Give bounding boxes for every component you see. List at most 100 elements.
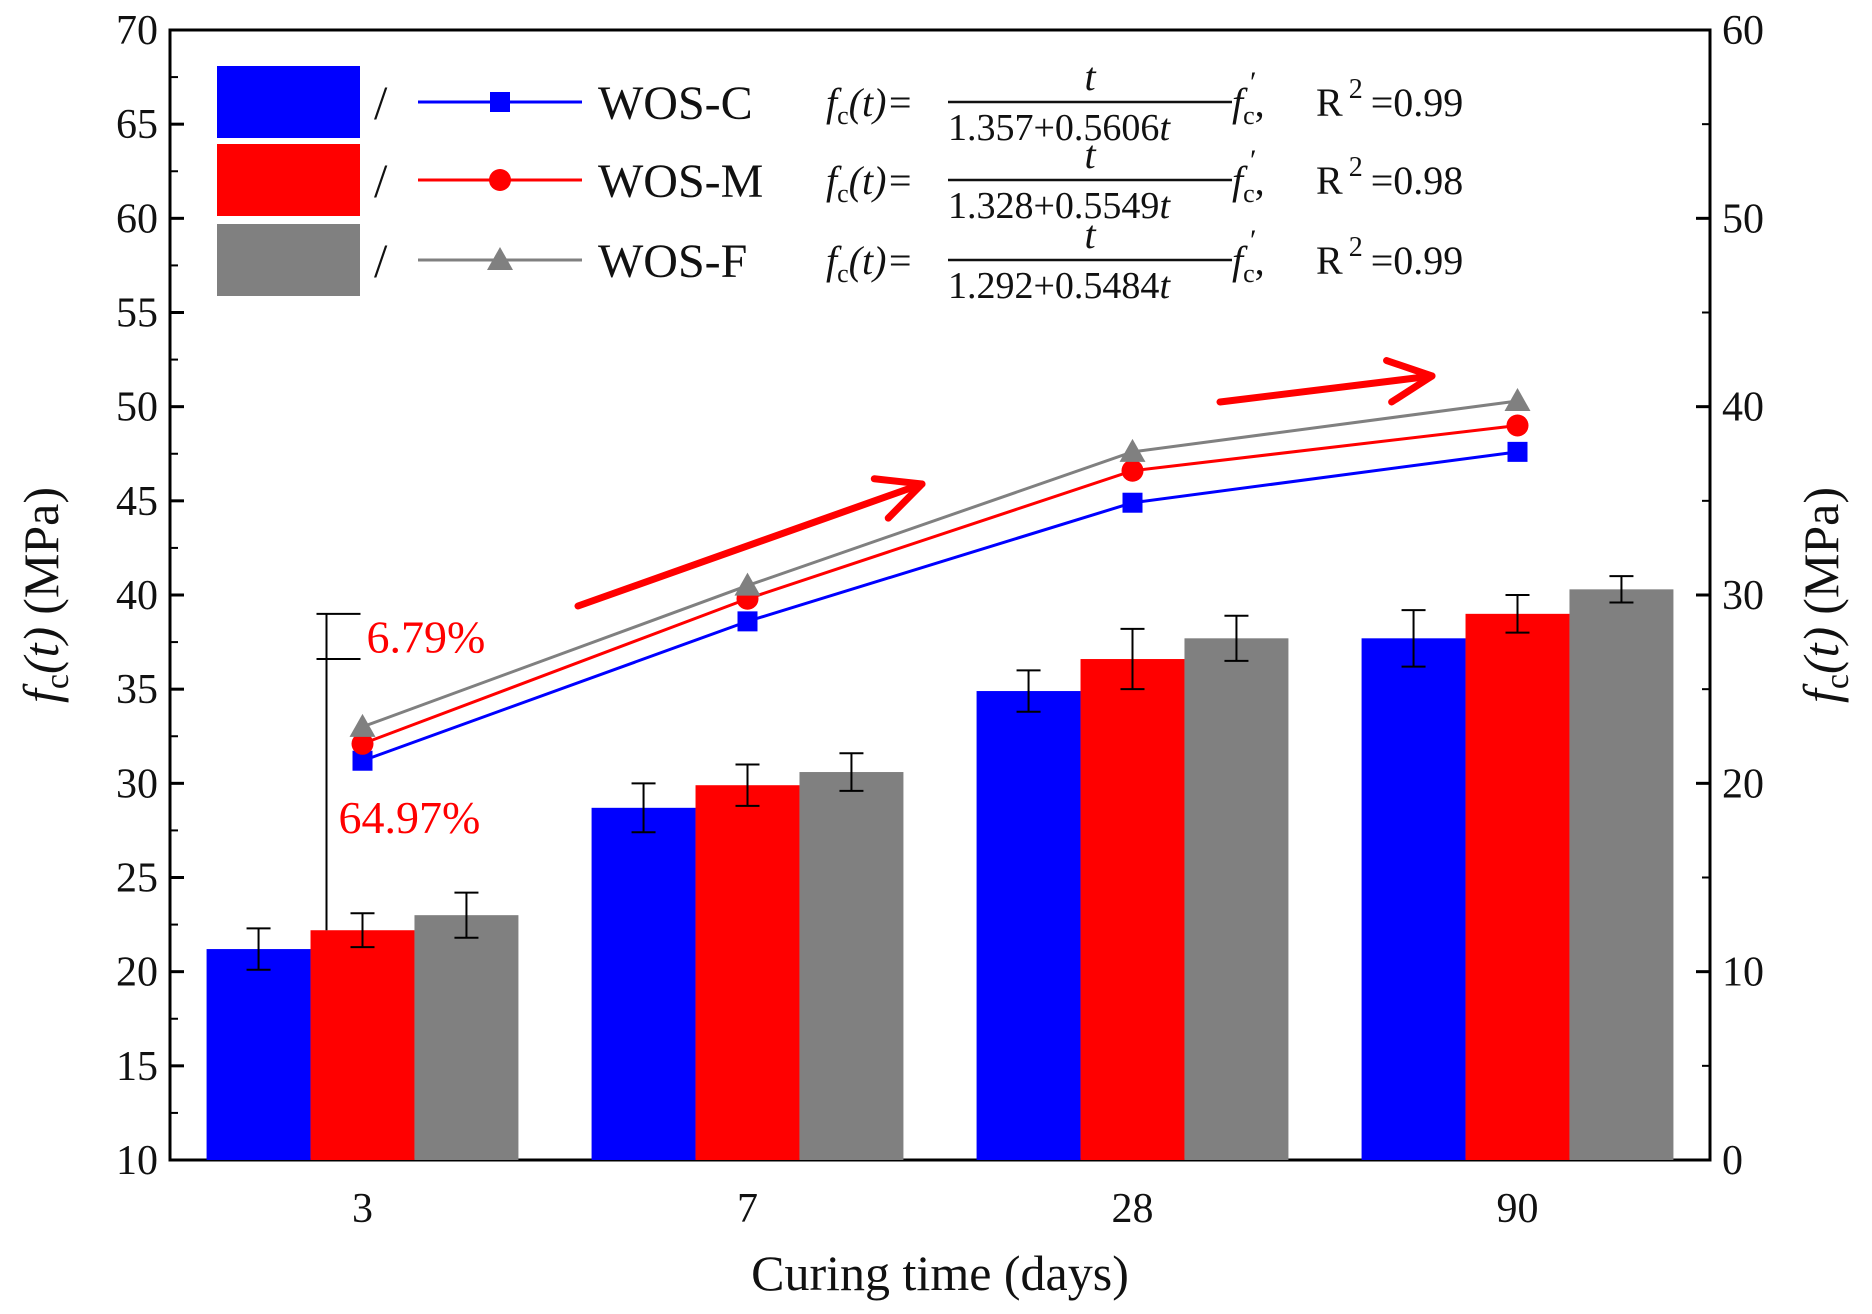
- legend-series-name: WOS-F: [598, 235, 747, 288]
- left-tick-label: 65: [116, 102, 158, 148]
- left-tick-label: 55: [116, 291, 158, 337]
- left-axis-title-sub: c: [39, 674, 76, 689]
- left-tick-label: 15: [116, 1044, 158, 1090]
- left-tick-label: 50: [116, 385, 158, 431]
- bar: [695, 785, 800, 1160]
- right-tick-label: 20: [1722, 761, 1764, 807]
- line-marker: [352, 750, 373, 771]
- left-tick-label: 20: [116, 950, 158, 996]
- legend-r2: R 2 =0.99: [1316, 232, 1463, 283]
- legend-bar-swatch: [217, 66, 360, 138]
- left-tick-label: 45: [116, 479, 158, 525]
- trend-arrow-shaft: [574, 480, 926, 610]
- pct-lower-label: 64.97%: [339, 792, 481, 843]
- series-line: [361, 450, 1518, 763]
- legend-series-name: WOS-M: [598, 155, 763, 208]
- left-tick-label: 40: [116, 573, 158, 619]
- left-tick-label: 25: [116, 856, 158, 902]
- legend-r2: R 2 =0.99: [1316, 74, 1463, 125]
- series-line: [361, 399, 1518, 729]
- annotations: 6.79% 64.97%: [316, 357, 1436, 931]
- trend-arrow-head: [1383, 357, 1436, 406]
- right-axis: 0 10 20 30 40 50 60: [1696, 8, 1764, 1184]
- legend-formula-tail: fc,: [1232, 238, 1265, 288]
- right-tick-label: 40: [1722, 385, 1764, 431]
- bar: [310, 930, 415, 1160]
- legend-formula-lhs: fc(t)=: [826, 238, 913, 288]
- legend-formula-tail: fc,: [1232, 158, 1265, 208]
- right-tick-label: 0: [1722, 1138, 1743, 1184]
- legend-formula-denominator: 1.357+0.5606t: [948, 107, 1171, 149]
- legend-formula-denominator: 1.328+0.5549t: [948, 185, 1171, 227]
- right-tick-label: 50: [1722, 196, 1764, 242]
- right-axis-title: fc(t)(MPa): [1793, 487, 1856, 703]
- line-marker: [734, 572, 761, 596]
- legend-formula-prime: ′: [1250, 224, 1257, 257]
- pct-upper-label: 6.79%: [367, 611, 486, 662]
- left-axis-title-arg: (t): [13, 627, 69, 674]
- line-marker: [737, 611, 758, 632]
- legend-separator: /: [374, 155, 388, 208]
- bar: [1465, 613, 1570, 1160]
- left-tick-label: 10: [116, 1138, 158, 1184]
- trend-arrow-head: [870, 475, 926, 522]
- trend-arrow: [1216, 357, 1436, 406]
- right-tick-label: 30: [1722, 573, 1764, 619]
- legend-formula-lhs: fc(t)=: [826, 80, 913, 130]
- line-marker: [1119, 438, 1146, 462]
- line-marker: [349, 713, 376, 737]
- left-tick-label: 35: [116, 667, 158, 713]
- x-tick-label: 90: [1497, 1186, 1539, 1232]
- bar-series: [206, 589, 1674, 1160]
- left-axis-title: fc(t)(MPa): [13, 487, 76, 703]
- x-tick-label: 7: [737, 1186, 758, 1232]
- bar: [591, 807, 696, 1160]
- legend-formula-lhs: fc(t)=: [826, 158, 913, 208]
- legend-formula-prime: ′: [1250, 66, 1257, 99]
- legend-formula-numerator: t: [1084, 132, 1096, 177]
- trend-arrow: [574, 475, 926, 610]
- line-marker: [1122, 492, 1143, 513]
- line-series: [349, 388, 1531, 771]
- left-axis: 10 15 20 25 30 35 40 45 50 55 60 65 70: [116, 8, 184, 1184]
- legend-marker: [490, 92, 510, 112]
- x-axis-title: Curing time (days): [751, 1245, 1129, 1301]
- bar: [976, 691, 1081, 1160]
- error-bars: [246, 575, 1634, 971]
- line-marker: [1504, 388, 1531, 412]
- right-axis-title-sub: c: [1819, 674, 1856, 689]
- right-tick-label: 10: [1722, 950, 1764, 996]
- legend-formula-denominator: 1.292+0.5484t: [948, 265, 1171, 307]
- x-tick-label: 3: [352, 1186, 373, 1232]
- series-line: [361, 424, 1518, 746]
- legend-marker: [487, 247, 513, 270]
- x-axis: 3 7 28 90: [352, 1146, 1539, 1232]
- legend-formula-tail: fc,: [1232, 80, 1265, 130]
- bar: [1184, 638, 1289, 1160]
- legend-formula-numerator: t: [1084, 212, 1096, 257]
- legend-formula-numerator: t: [1084, 54, 1096, 99]
- bar: [414, 915, 519, 1160]
- line-marker: [1121, 459, 1144, 482]
- legend-row: / WOS-C fc(t)= t 1.357+0.5606t fc,′ R 2 =0.99: [217, 54, 1463, 149]
- bar: [799, 772, 904, 1160]
- line-marker: [351, 732, 374, 755]
- x-tick-label: 28: [1112, 1186, 1154, 1232]
- bar: [1080, 659, 1185, 1160]
- line-marker: [1506, 414, 1529, 437]
- right-tick-label: 60: [1722, 8, 1764, 54]
- left-tick-label: 60: [116, 196, 158, 242]
- left-axis-title-unit: (MPa): [13, 487, 69, 615]
- legend-r2: R 2 =0.98: [1316, 152, 1463, 203]
- bar: [1569, 589, 1674, 1160]
- legend-bar-swatch: [217, 144, 360, 216]
- right-axis-title-unit: (MPa): [1793, 487, 1849, 615]
- svg-text:fc(t)(MPa): fc(t)(MPa): [13, 487, 76, 703]
- left-tick-label: 30: [116, 761, 158, 807]
- legend-row: / WOS-F fc(t)= t 1.292+0.5484t fc,′ R 2 =0.99: [217, 212, 1463, 307]
- legend-separator: /: [374, 235, 388, 288]
- trend-arrow-shaft: [1216, 372, 1436, 406]
- legend-separator: /: [374, 77, 388, 130]
- bar: [1361, 638, 1466, 1160]
